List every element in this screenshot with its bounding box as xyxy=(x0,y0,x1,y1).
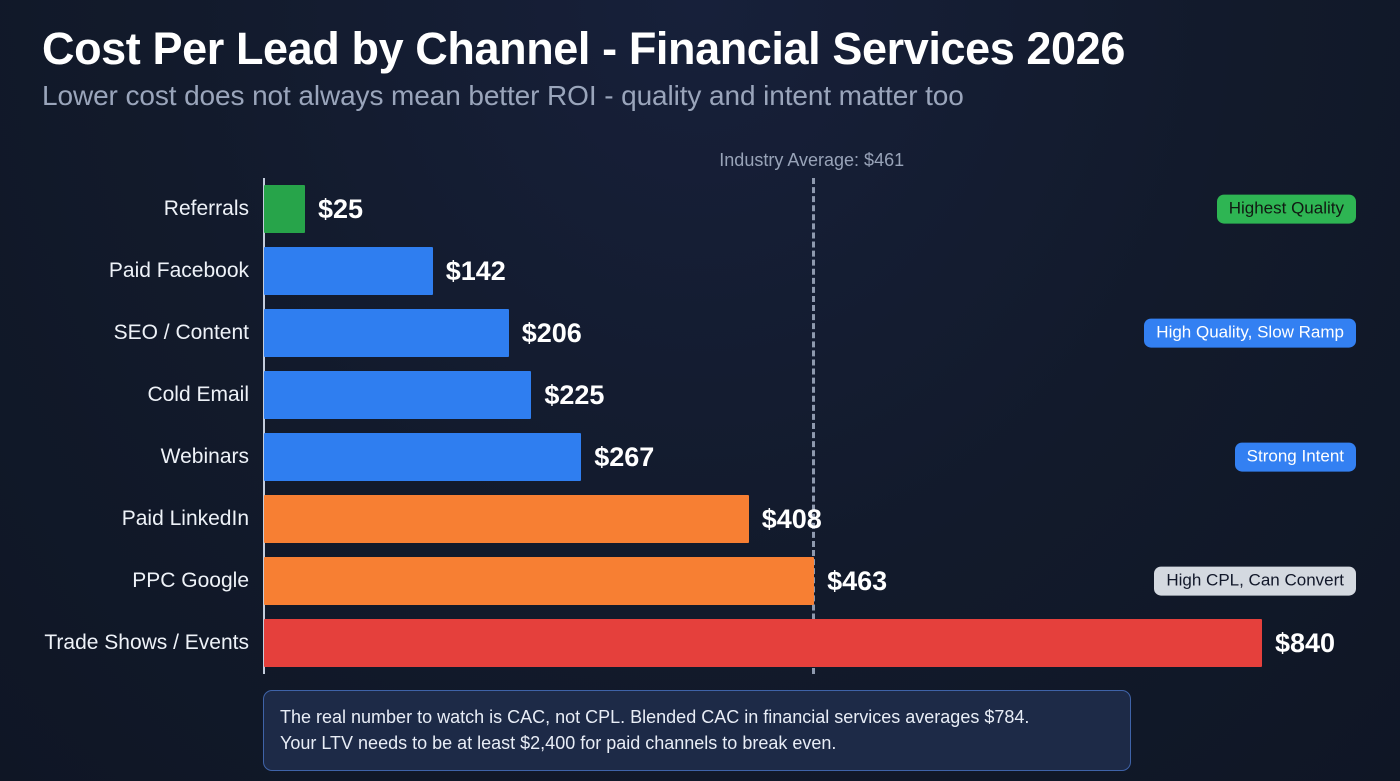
quality-badge: Highest Quality xyxy=(1216,194,1356,224)
page-title: Cost Per Lead by Channel - Financial Ser… xyxy=(42,23,1125,74)
bar[interactable] xyxy=(264,185,305,233)
chart-header: Cost Per Lead by Channel - Financial Ser… xyxy=(42,23,1362,112)
category-label: Paid LinkedIn xyxy=(121,507,249,530)
bar-row: PPC Google $463 High CPL, Can Convert xyxy=(0,557,1400,605)
bar[interactable] xyxy=(264,371,532,419)
quality-badge: High CPL, Can Convert xyxy=(1154,566,1356,596)
bar[interactable] xyxy=(264,433,582,481)
category-label: Paid Facebook xyxy=(108,259,249,282)
bar[interactable] xyxy=(264,495,749,543)
bar-row: Paid Facebook $142 xyxy=(0,247,1400,295)
bar-value-label: $142 xyxy=(445,256,506,286)
category-label: Referrals xyxy=(163,197,249,220)
category-label: Cold Email xyxy=(147,383,249,406)
bar-value-label: $463 xyxy=(827,566,888,596)
bar-row: SEO / Content $206 High Quality, Slow Ramp xyxy=(0,309,1400,357)
industry-average-label: Industry Average: $461 xyxy=(719,150,905,170)
bar-value-label: $840 xyxy=(1275,628,1336,658)
bar[interactable] xyxy=(264,309,509,357)
bar-row: Trade Shows / Events $840 xyxy=(0,619,1400,667)
bar[interactable] xyxy=(264,247,433,295)
bar[interactable] xyxy=(264,619,1262,667)
footnote-line-1: The real number to watch is CAC, not CPL… xyxy=(280,707,1030,727)
bar-value-label: $408 xyxy=(761,504,822,534)
bar[interactable] xyxy=(264,557,815,605)
category-label: Webinars xyxy=(160,445,249,468)
category-label: SEO / Content xyxy=(113,321,249,344)
bar-row: Paid LinkedIn $408 xyxy=(0,495,1400,543)
quality-badge: High Quality, Slow Ramp xyxy=(1144,318,1356,348)
bar-value-label: $25 xyxy=(318,194,364,224)
footnote-callout: The real number to watch is CAC, not CPL… xyxy=(263,690,1131,772)
bar-value-label: $206 xyxy=(521,318,582,348)
bar-row: Referrals $25 Highest Quality xyxy=(0,185,1400,233)
page-subtitle: Lower cost does not always mean better R… xyxy=(42,80,964,112)
bar-row: Cold Email $225 xyxy=(0,371,1400,419)
y-axis-line xyxy=(263,178,265,674)
bar-value-label: $225 xyxy=(544,380,605,410)
bar-row: Webinars $267 Strong Intent xyxy=(0,433,1400,481)
bar-value-label: $267 xyxy=(594,442,655,472)
category-label: PPC Google xyxy=(132,569,249,592)
industry-average-reference-line xyxy=(811,178,815,674)
footnote-line-2: Your LTV needs to be at least $2,400 for… xyxy=(280,733,837,754)
category-label: Trade Shows / Events xyxy=(44,631,249,654)
quality-badge: Strong Intent xyxy=(1234,442,1356,472)
